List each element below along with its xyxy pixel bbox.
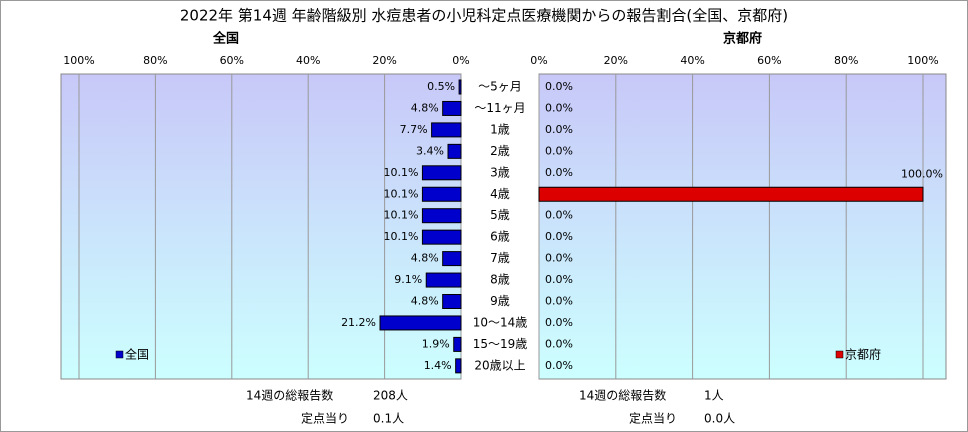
page-title: 2022年 第14週 年齢階級別 水痘患者の小児科定点医療機関からの報告割合(全… bbox=[180, 7, 788, 25]
data-label: 0.0% bbox=[545, 359, 573, 372]
data-label: 0.0% bbox=[545, 337, 573, 350]
data-label: 0.0% bbox=[545, 144, 573, 157]
legend-label: 全国 bbox=[125, 347, 149, 362]
x-tick-label: 0% bbox=[530, 54, 547, 67]
panel-title: 全国 bbox=[212, 31, 239, 47]
bar bbox=[431, 122, 462, 138]
data-label: 0.0% bbox=[545, 123, 573, 136]
x-tick-label: 20% bbox=[604, 54, 628, 67]
plot-area bbox=[60, 73, 462, 380]
bar bbox=[453, 336, 462, 352]
bar bbox=[442, 251, 462, 267]
category-label: 10～14歳 bbox=[473, 315, 528, 329]
data-label: 1.4% bbox=[424, 359, 452, 372]
data-label: 9.1% bbox=[394, 273, 422, 286]
legend-label: 京都府 bbox=[845, 347, 881, 362]
category-label: 15～19歳 bbox=[473, 337, 528, 351]
category-label: 1歳 bbox=[490, 122, 510, 136]
data-label: 0.0% bbox=[545, 252, 573, 265]
footer-value: 208人 bbox=[373, 389, 408, 403]
x-tick-label: 20% bbox=[372, 54, 396, 67]
category-label: 2歳 bbox=[490, 144, 510, 158]
bar bbox=[442, 294, 462, 309]
x-tick-label: 100% bbox=[907, 54, 938, 67]
footer-label: 14週の総報告数 bbox=[579, 388, 666, 403]
bar bbox=[425, 272, 462, 288]
x-tick-label: 0% bbox=[452, 54, 469, 67]
data-label: 0.0% bbox=[545, 295, 573, 308]
x-tick-label: 60% bbox=[757, 54, 781, 67]
category-label: 9歳 bbox=[490, 294, 510, 308]
bar bbox=[455, 358, 462, 374]
category-label: 3歳 bbox=[490, 165, 510, 179]
category-label: ～11ヶ月 bbox=[474, 101, 525, 115]
category-label: ～5ヶ月 bbox=[478, 80, 522, 94]
footer-label: 定点当り bbox=[629, 411, 677, 426]
bar bbox=[458, 79, 462, 95]
data-label: 4.8% bbox=[411, 295, 439, 308]
panel-title: 京都府 bbox=[723, 31, 762, 47]
data-label: 1.9% bbox=[422, 337, 450, 350]
bar bbox=[379, 315, 462, 331]
data-label: 4.8% bbox=[411, 101, 439, 114]
x-tick-label: 60% bbox=[220, 54, 244, 67]
data-label: 7.7% bbox=[400, 123, 428, 136]
data-label: 0.0% bbox=[545, 166, 573, 179]
data-label: 3.4% bbox=[416, 144, 444, 157]
data-label: 21.2% bbox=[341, 316, 376, 329]
data-label: 0.5% bbox=[427, 80, 455, 93]
bar bbox=[421, 229, 462, 245]
x-tick-label: 40% bbox=[296, 54, 320, 67]
data-label: 0.0% bbox=[545, 80, 573, 93]
x-tick-label: 80% bbox=[834, 54, 858, 67]
data-label: 4.8% bbox=[411, 252, 439, 265]
x-tick-label: 100% bbox=[63, 54, 94, 67]
footer-value: 0.0人 bbox=[704, 412, 735, 426]
category-label: 5歳 bbox=[490, 208, 510, 222]
footer-label: 定点当り bbox=[301, 411, 349, 426]
category-label: 7歳 bbox=[490, 251, 510, 265]
data-label: 0.0% bbox=[545, 230, 573, 243]
footer-label: 14週の総報告数 bbox=[246, 388, 333, 403]
category-label: 4歳 bbox=[490, 187, 510, 201]
bar bbox=[421, 186, 462, 202]
data-label: 10.1% bbox=[383, 166, 418, 179]
category-label: 8歳 bbox=[490, 273, 510, 287]
bar bbox=[442, 100, 462, 116]
category-label: 20歳以上 bbox=[474, 358, 525, 372]
data-label: 10.1% bbox=[383, 209, 418, 222]
legend-swatch bbox=[835, 350, 844, 359]
footer-value: 0.1人 bbox=[373, 412, 404, 426]
data-label: 0.0% bbox=[545, 209, 573, 222]
data-label: 0.0% bbox=[545, 101, 573, 114]
bar bbox=[421, 165, 462, 181]
legend-swatch bbox=[115, 350, 124, 359]
x-tick-label: 40% bbox=[680, 54, 704, 67]
bar bbox=[421, 208, 462, 224]
data-label: 0.0% bbox=[545, 316, 573, 329]
footer-value: 1人 bbox=[704, 389, 724, 403]
data-label: 0.0% bbox=[545, 273, 573, 286]
bar bbox=[447, 143, 462, 159]
category-label: 6歳 bbox=[490, 230, 510, 244]
data-label: 10.1% bbox=[383, 230, 418, 243]
data-label: 10.1% bbox=[383, 187, 418, 200]
bar bbox=[538, 186, 924, 202]
x-tick-label: 80% bbox=[143, 54, 167, 67]
plot-area bbox=[538, 73, 947, 380]
data-label: 100.0% bbox=[901, 167, 943, 180]
